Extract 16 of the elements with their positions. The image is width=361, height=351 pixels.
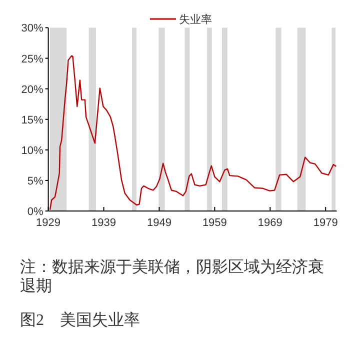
text: 图2 美国失业率 bbox=[20, 310, 140, 331]
text: 注：数据来源于美联储，阴影区域为经济衰退期 bbox=[20, 258, 325, 296]
x-tick-label: 1939 bbox=[92, 217, 116, 229]
x-tick-label: 1949 bbox=[146, 217, 172, 229]
y-tick-label: 25% bbox=[21, 53, 44, 66]
legend-label: 失业率 bbox=[179, 13, 212, 26]
y-tick-label: 5% bbox=[27, 175, 44, 188]
y-tick-label: 0% bbox=[27, 206, 44, 218]
y-tick-label: 10% bbox=[21, 144, 44, 157]
x-tick-label: 1969 bbox=[258, 217, 282, 229]
x-tick-label: 1959 bbox=[202, 217, 227, 229]
x-tick-label: 1929 bbox=[36, 217, 61, 229]
x-tick-label: 1979 bbox=[313, 217, 338, 229]
y-tick-label: 20% bbox=[21, 84, 44, 96]
y-tick-label: 15% bbox=[21, 114, 44, 126]
y-tick-label: 30% bbox=[21, 22, 44, 35]
